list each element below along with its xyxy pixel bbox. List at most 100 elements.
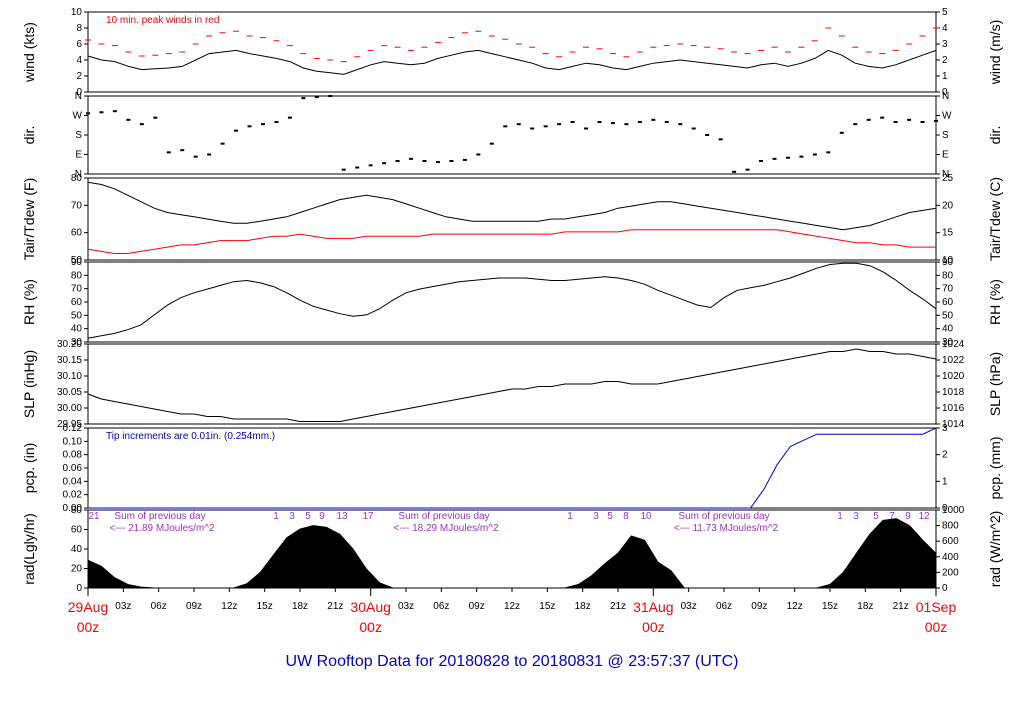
tick-label-right: 5	[942, 7, 948, 18]
hour-label: 21z	[327, 601, 343, 612]
hour-label: 12z	[504, 601, 520, 612]
tick-label-right: 0	[942, 583, 948, 594]
ylabel-right: pcp. (mm)	[987, 437, 1003, 500]
dir-point	[584, 127, 589, 130]
dir-point	[166, 151, 171, 154]
dir-point	[489, 142, 494, 145]
dir-point	[462, 158, 467, 161]
dir-point	[180, 149, 185, 152]
dir-point	[678, 123, 683, 126]
tick-label-right: 1024	[942, 339, 965, 350]
series-line-slp-0	[87, 348, 937, 422]
hour-label: 15z	[257, 601, 273, 612]
tick-label-right: 200	[942, 567, 959, 578]
panel-frame-temp	[87, 177, 937, 261]
tick-label-left: 0.08	[63, 450, 83, 461]
tick-label-right: 20	[942, 200, 954, 211]
hour-label: 09z	[186, 601, 202, 612]
tick-label-left: 8	[76, 23, 82, 34]
rad-note-title: Sum of previous day	[678, 511, 769, 522]
dir-point	[637, 121, 642, 123]
tick-label-left: 30.15	[57, 355, 82, 366]
uv-label: 21	[88, 511, 100, 522]
ylabel-left: wind (kts)	[21, 22, 37, 83]
tick-label-right: 90	[942, 257, 954, 268]
tick-label-right: 2	[942, 55, 948, 66]
dir-point	[139, 123, 144, 126]
ylabel-right: dir.	[987, 126, 1003, 145]
tick-label-left: 0.04	[63, 476, 83, 487]
dir-point	[705, 134, 710, 136]
uv-label: 17	[362, 511, 374, 522]
tick-label-right: 1016	[942, 403, 965, 414]
dir-point	[691, 127, 696, 130]
hour-label: 06z	[151, 601, 167, 612]
dir-point	[126, 118, 131, 121]
uv-label: 12	[918, 511, 930, 522]
dir-point	[328, 95, 333, 97]
tick-label-left: 0.00	[63, 503, 83, 514]
tick-label-left: 0	[76, 87, 82, 98]
dir-point	[422, 160, 427, 162]
uv-label: 1	[837, 511, 843, 522]
tick-label-left: 80	[71, 173, 83, 184]
dir-point	[624, 123, 629, 126]
dir-point	[610, 122, 615, 125]
tick-label-right: N	[942, 91, 949, 102]
tick-label-right: 0	[942, 503, 948, 514]
hour-label: 12z	[787, 601, 803, 612]
day-label: 01Sep	[916, 599, 957, 615]
panel-frame-rh	[87, 261, 937, 343]
dir-point	[557, 123, 562, 126]
tick-label-right: N	[942, 169, 949, 180]
tick-label-right: 1	[942, 476, 948, 487]
ylabel-right: rad (W/m^2)	[987, 511, 1003, 588]
hour-label: 06z	[716, 601, 732, 612]
tick-label-left: 29.95	[57, 419, 82, 430]
dir-point	[314, 96, 319, 99]
chart-title: UW Rooftop Data for 20180828 to 20180831…	[286, 653, 739, 670]
rad-area	[87, 518, 937, 589]
uv-label: 3	[289, 511, 295, 522]
tick-label-left: 20	[71, 564, 83, 575]
tick-label-right: 70	[942, 284, 954, 295]
tick-label-left: W	[73, 111, 83, 122]
day-label: 31Aug	[633, 599, 673, 615]
panel-annotation: Tip increments are 0.01in. (0.254mm.)	[106, 431, 275, 442]
tick-label-left: 50	[71, 255, 83, 266]
dir-point	[274, 121, 279, 123]
hour-label: 12z	[221, 601, 237, 612]
rad-note-title: Sum of previous day	[398, 511, 489, 522]
tick-label-right: 1014	[942, 419, 965, 430]
rad-note-value: <--- 11.73 MJoules/m^2	[674, 523, 779, 534]
hour-label: 18z	[575, 601, 591, 612]
tick-label-left: 0.10	[63, 436, 83, 447]
dir-point	[759, 160, 764, 162]
tick-label-left: 30.00	[57, 403, 82, 414]
ylabel-left: RH (%)	[21, 279, 37, 325]
dir-point	[880, 116, 885, 119]
dir-point	[570, 121, 575, 123]
tick-label-left: 70	[71, 284, 83, 295]
tick-label-right: 3	[942, 423, 948, 434]
panel-frame-dir	[87, 95, 937, 175]
dir-point	[368, 164, 373, 167]
dir-point	[409, 157, 414, 160]
tick-label-right: 30	[942, 337, 954, 348]
tick-label-left: 80	[71, 270, 83, 281]
dir-point	[597, 121, 602, 123]
dir-point	[234, 129, 239, 132]
tick-label-left: 30	[71, 337, 83, 348]
dir-point	[341, 168, 346, 171]
dir-point	[476, 153, 481, 156]
dir-point	[772, 157, 777, 160]
ylabel-left: SLP (inHg)	[21, 350, 37, 418]
dir-point	[893, 121, 898, 123]
tick-label-right: 40	[942, 324, 954, 335]
dir-point	[355, 166, 360, 169]
tick-label-left: 40	[71, 544, 83, 555]
day-label: 30Aug	[350, 599, 390, 615]
